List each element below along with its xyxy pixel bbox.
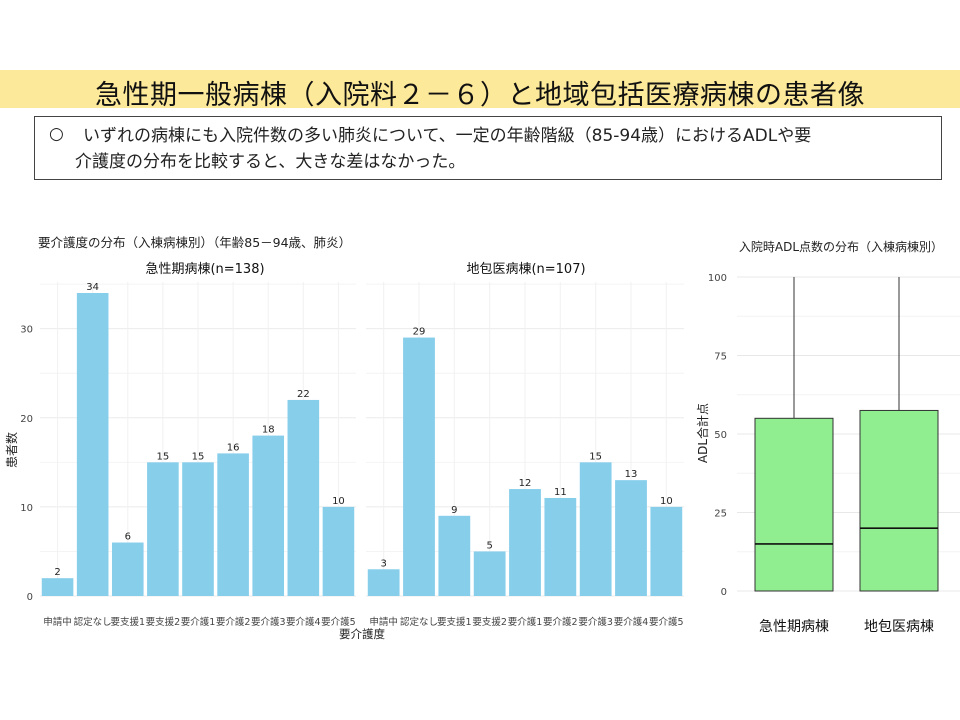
group-label: 急性期病棟 <box>759 619 829 635</box>
bar <box>473 551 506 596</box>
box <box>754 417 834 592</box>
x-tick-label: 要介護2 <box>216 616 251 628</box>
y-tick-label: 10 <box>20 503 33 514</box>
x-tick-label: 要介護4 <box>614 616 649 628</box>
bar <box>650 506 683 596</box>
bar <box>287 399 320 596</box>
bar <box>544 497 577 596</box>
bar <box>367 569 400 596</box>
bar <box>438 515 471 596</box>
note-line-2: 介護度の分布を比較すると、大きな差はなかった。 <box>75 152 466 172</box>
bar <box>509 489 541 596</box>
bar-y-axis: 0 10 20 30 <box>20 325 33 603</box>
y-tick-label: 50 <box>714 430 727 441</box>
bar-value-label: 29 <box>413 327 426 338</box>
x-tick-label: 認定なし <box>74 616 112 628</box>
bar-value-label: 15 <box>192 451 205 462</box>
bar <box>403 337 435 596</box>
x-tick-label: 要介護3 <box>251 616 286 628</box>
bar <box>615 480 647 596</box>
facet-title-2: 地包医病棟(n=107) <box>466 262 585 277</box>
x-tick-label: 要介護1 <box>181 616 216 628</box>
note-line-1: いずれの病棟にも入院件数の多い肺炎について、一定の年齢階級（85-94歳）におけ… <box>83 126 812 146</box>
summary-note: ○ いずれの病棟にも入院件数の多い肺炎について、一定の年齢階級（85-94歳）に… <box>34 116 942 180</box>
bar <box>217 453 249 596</box>
bar-value-label: 18 <box>262 425 275 436</box>
bar <box>41 578 74 596</box>
x-tick-label: 要介護3 <box>578 616 613 628</box>
bar-value-label: 2 <box>54 567 60 578</box>
y-tick-label: 100 <box>708 273 727 284</box>
bar-y-label: 患者数 <box>4 432 19 468</box>
bar-value-label: 11 <box>554 487 567 498</box>
box <box>859 409 939 592</box>
x-tick-label: 要介護1 <box>508 616 543 628</box>
facet-panel-1: 2 申請中 34 認定なし 6 要支援1 15 要支援2 15 要介護1 16 要介護2 18 要介護3 2… <box>40 282 356 628</box>
bar <box>579 462 612 596</box>
bar-value-label: 10 <box>332 496 345 507</box>
x-tick-label: 認定なし <box>400 616 438 628</box>
bar <box>182 462 214 596</box>
x-tick-label: 申請中 <box>43 616 72 628</box>
bar-value-label: 15 <box>589 451 602 462</box>
group-label: 地包医病棟 <box>864 619 934 635</box>
y-tick-label: 0 <box>721 587 727 598</box>
facet-title-1: 急性期病棟(n=138) <box>145 262 264 277</box>
bar-value-label: 22 <box>297 389 310 400</box>
bar <box>111 542 144 596</box>
box-plot-panel: 0 25 50 75 100 急性期病棟 地包医病棟 <box>708 273 960 635</box>
bar-value-label: 6 <box>125 532 131 543</box>
box-chart-title: 入院時ADL点数の分布（入棟病棟別） <box>739 239 943 254</box>
bar-value-label: 10 <box>660 496 673 507</box>
y-tick-label: 30 <box>20 325 33 336</box>
x-tick-label: 申請中 <box>369 616 398 628</box>
facet-panel-2: 3 申請中 29 認定なし 9 要支援1 5 要支援2 12 要介護1 11 要介護2 15 要介護3 13… <box>366 282 684 628</box>
bar-value-label: 5 <box>486 540 492 551</box>
note-text: いずれの病棟にも入院件数の多い肺炎について、一定の年齢階級（85-94歳）におけ… <box>75 123 931 175</box>
title-band: 急性期一般病棟（入院料２－６）と地域包括医療病棟の患者像 <box>0 70 960 111</box>
x-tick-label: 要支援2 <box>472 616 507 628</box>
bar-value-label: 3 <box>380 558 386 569</box>
bar <box>322 506 355 596</box>
bar-value-label: 34 <box>86 282 99 293</box>
bar <box>252 435 285 596</box>
x-tick-label: 要介護2 <box>543 616 578 628</box>
x-tick-label: 要介護4 <box>286 616 321 628</box>
x-tick-label: 要介護5 <box>321 616 356 628</box>
x-tick-label: 要介護5 <box>649 616 684 628</box>
bar-value-label: 9 <box>451 505 457 516</box>
bar <box>147 462 179 596</box>
x-tick-label: 要支援1 <box>111 616 146 628</box>
bar-value-label: 16 <box>227 442 240 453</box>
bar-chart-title: 要介護度の分布（入棟病棟別）（年齢85－94歳、肺炎） <box>38 235 351 250</box>
bar-value-label: 13 <box>625 469 638 480</box>
y-tick-label: 0 <box>27 592 33 603</box>
bar <box>76 293 109 596</box>
bar-value-label: 12 <box>519 478 532 489</box>
y-tick-label: 75 <box>714 352 727 363</box>
x-tick-label: 要支援1 <box>437 616 472 628</box>
x-tick-label: 要支援2 <box>146 616 181 628</box>
box-y-label: ADL合計点 <box>695 403 710 463</box>
page-title: 急性期一般病棟（入院料２－６）と地域包括医療病棟の患者像 <box>95 80 865 111</box>
y-tick-label: 25 <box>714 509 727 520</box>
y-tick-label: 20 <box>20 414 33 425</box>
bar-x-label: 要介護度 <box>339 627 385 641</box>
bar-value-label: 15 <box>157 451 170 462</box>
note-bullet: ○ <box>49 124 64 144</box>
